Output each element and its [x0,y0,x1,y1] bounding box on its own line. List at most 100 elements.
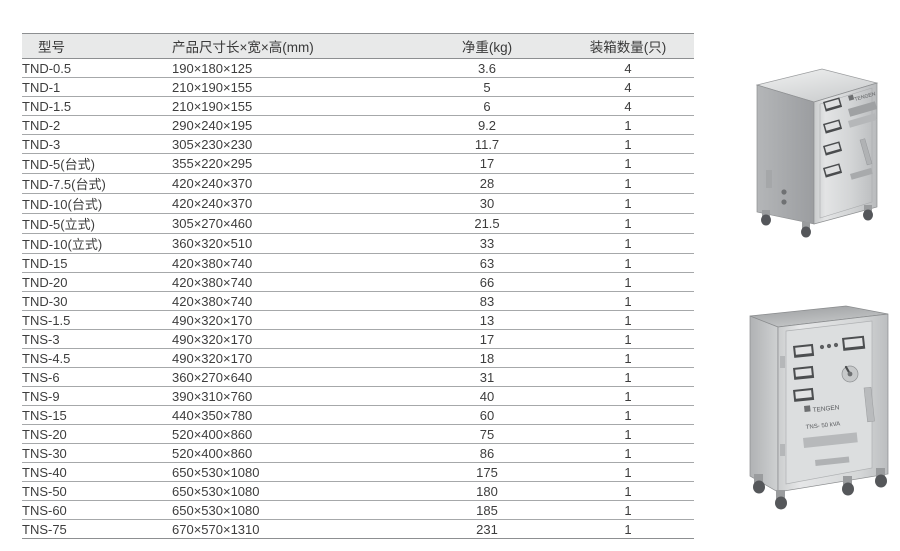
cell-model: TNS-75 [22,519,172,539]
cell-weight: 9.2 [412,115,562,135]
cell-quantity: 1 [562,519,694,539]
cell-quantity: 1 [562,462,694,482]
cell-dimensions: 210×190×155 [172,96,412,116]
cell-model: TNS-9 [22,386,172,406]
cell-model: TND-20 [22,272,172,292]
column-header-dimensions: 产品尺寸长×宽×高(mm) [172,33,412,59]
table-row: TND-5(台式) 355×220×295 17 1 [22,153,694,174]
cabinet-left-face [749,315,779,493]
cell-dimensions: 650×530×1080 [172,462,412,482]
table-row: TNS-60 650×530×1080 185 1 [22,500,694,520]
cell-dimensions: 305×230×230 [172,134,412,154]
cell-weight: 60 [412,405,562,425]
table-row: TND-30 420×380×740 83 1 [22,291,694,311]
table-row: TND-20 420×380×740 66 1 [22,272,694,292]
door-handle [859,138,873,166]
table-row: TND-10(立式) 360×320×510 33 1 [22,233,694,254]
cell-model: TND-3 [22,134,172,154]
table-row: TND-10(台式) 420×240×370 30 1 [22,193,694,214]
cell-model: TNS-1.5 [22,310,172,330]
cell-model: TNS-60 [22,500,172,520]
cell-weight: 17 [412,329,562,349]
table-row: TND-7.5(台式) 420×240×370 28 1 [22,173,694,194]
cell-model: TND-1 [22,77,172,97]
column-header-quantity: 装箱数量(只) [562,33,694,59]
table-row: TNS-4.5 490×320×170 18 1 [22,348,694,368]
spec-label-plate [803,432,858,448]
cell-weight: 66 [412,272,562,292]
cell-model: TND-10(立式) [22,233,172,254]
table-row: TND-5(立式) 305×270×460 21.5 1 [22,213,694,234]
cell-model: TNS-50 [22,481,172,501]
panel-meters-left [792,343,815,402]
cell-weight: 30 [412,193,562,214]
table-row: TND-3 305×230×230 11.7 1 [22,134,694,154]
panel-meter-right [842,335,866,351]
cell-dimensions: 420×380×740 [172,272,412,292]
cell-model: TND-30 [22,291,172,311]
door-hinge [780,444,785,456]
product-photo-single-phase-stabilizer: TENGEN [744,52,894,242]
cell-dimensions: 420×240×370 [172,193,412,214]
cell-quantity: 1 [562,134,694,154]
lower-label-plate [849,167,873,180]
cell-weight: 5 [412,77,562,97]
model-label-plate [848,101,878,117]
caster-wheels [753,468,887,510]
spec-label-plate [848,113,877,128]
cell-weight: 175 [412,462,562,482]
table-row: TND-15 420×380×740 63 1 [22,253,694,273]
cell-quantity: 1 [562,500,694,520]
column-header-weight: 净重(kg) [412,33,562,59]
cell-weight: 75 [412,424,562,444]
cell-weight: 180 [412,481,562,501]
cell-model: TND-15 [22,253,172,273]
cell-quantity: 1 [562,233,694,254]
specification-table-container: 型号 产品尺寸长×宽×高(mm) 净重(kg) 装箱数量(只) TND-0.5 1… [22,33,694,539]
cell-dimensions: 420×240×370 [172,173,412,194]
cell-dimensions: 355×220×295 [172,153,412,174]
table-row: TNS-75 670×570×1310 231 1 [22,519,694,539]
cell-quantity: 1 [562,367,694,387]
cell-weight: 17 [412,153,562,174]
cabinet-door-outline [819,87,873,219]
cell-quantity: 1 [562,443,694,463]
lower-label-plate [815,456,850,466]
product-photo-three-phase-stabilizer: TENGEN TNS- 50 kVA [740,296,898,534]
cell-model: TND-1.5 [22,96,172,116]
cell-quantity: 1 [562,424,694,444]
cell-model: TNS-15 [22,405,172,425]
cell-weight: 33 [412,233,562,254]
model-label: TNS- 50 kVA [806,421,841,431]
cell-dimensions: 290×240×195 [172,115,412,135]
cell-dimensions: 210×190×155 [172,77,412,97]
cell-quantity: 1 [562,348,694,368]
table-row: TNS-9 390×310×760 40 1 [22,386,694,406]
cell-weight: 21.5 [412,213,562,234]
table-row: TNS-1.5 490×320×170 13 1 [22,310,694,330]
cell-weight: 11.7 [412,134,562,154]
cell-dimensions: 440×350×780 [172,405,412,425]
cell-dimensions: 670×570×1310 [172,519,412,539]
column-header-model: 型号 [22,33,172,59]
cell-quantity: 1 [562,291,694,311]
ventilation-strip [863,386,875,423]
door-hinge [780,356,785,368]
cell-weight: 185 [412,500,562,520]
cell-model: TNS-20 [22,424,172,444]
cell-model: TND-2 [22,115,172,135]
cell-model: TNS-6 [22,367,172,387]
side-terminal [781,189,787,195]
cell-weight: 6 [412,96,562,116]
brand-label: TENGEN [812,404,840,414]
cell-quantity: 1 [562,253,694,273]
table-body: TND-0.5 190×180×125 3.6 4 TND-1 210×190×155 5 4… [22,58,694,539]
table-row: TNS-6 360×270×640 31 1 [22,367,694,387]
cell-quantity: 1 [562,115,694,135]
cell-model: TND-7.5(台式) [22,173,172,194]
cell-weight: 18 [412,348,562,368]
cell-model: TNS-40 [22,462,172,482]
table-row: TND-0.5 190×180×125 3.6 4 [22,58,694,78]
cell-dimensions: 650×530×1080 [172,500,412,520]
